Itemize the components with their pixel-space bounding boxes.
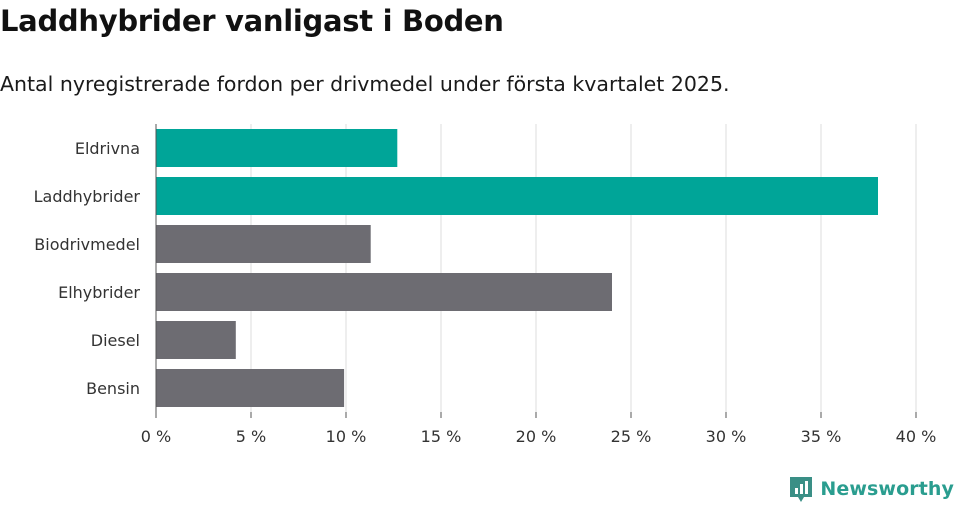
grid-lines	[250, 124, 917, 412]
bar-chart: Eldrivna Laddhybrider Biodrivmedel Elhybrid…	[34, 124, 937, 446]
category-label: Elhybrider	[58, 283, 140, 302]
newsworthy-logo: Newsworthy	[788, 474, 954, 504]
x-tick-label: 0 %	[141, 427, 171, 446]
bars	[156, 129, 878, 407]
newsworthy-logo-icon	[790, 477, 813, 502]
chart-subtitle: Antal nyregistrerade fordon per drivmede…	[0, 72, 730, 96]
bar-eldrivna	[156, 129, 398, 167]
x-tick-label: 40 %	[896, 427, 937, 446]
x-axis: 0 % 5 % 10 % 15 % 20 % 25 % 30 % 35 % 40 %	[141, 124, 937, 446]
bar-diesel	[156, 321, 236, 359]
x-tick-label: 10 %	[326, 427, 367, 446]
category-label: Diesel	[91, 331, 140, 350]
bar-bensin	[156, 369, 345, 407]
x-tick-label: 15 %	[421, 427, 462, 446]
category-labels: Eldrivna Laddhybrider Biodrivmedel Elhybrid…	[34, 139, 141, 398]
chart-title: Laddhybrider vanligast i Boden	[0, 4, 504, 38]
category-label: Bensin	[86, 379, 140, 398]
x-tick-label: 20 %	[516, 427, 557, 446]
x-tick-label: 30 %	[706, 427, 747, 446]
brand-name: Newsworthy	[820, 478, 954, 500]
category-label: Eldrivna	[75, 139, 140, 158]
bar-biodrivmedel	[156, 225, 371, 263]
x-tick-label: 25 %	[611, 427, 652, 446]
category-label: Laddhybrider	[34, 187, 141, 206]
bar-laddhybrider	[156, 177, 878, 215]
x-tick-label: 5 %	[236, 427, 266, 446]
x-tick-label: 35 %	[801, 427, 842, 446]
bar-elhybrider	[156, 273, 612, 311]
category-label: Biodrivmedel	[34, 235, 140, 254]
